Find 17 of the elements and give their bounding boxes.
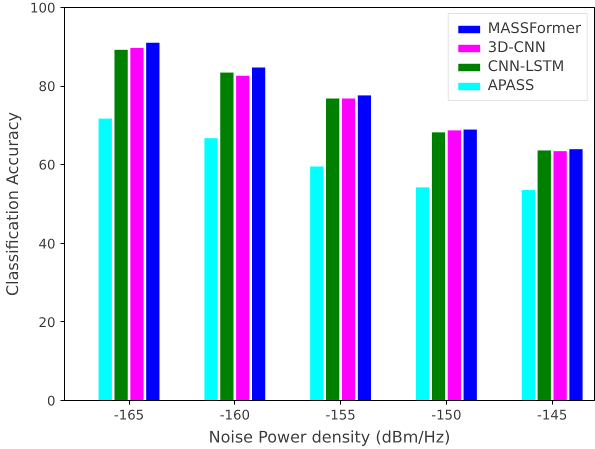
y-tick-label: 0: [47, 394, 56, 410]
x-tick-label: -155: [325, 408, 356, 424]
legend-label: CNN-LSTM: [488, 58, 564, 75]
y-tick-label: 60: [38, 158, 56, 174]
legend-label: MASSFormer: [488, 20, 581, 37]
y-tick-label: 20: [38, 316, 56, 331]
legend-label: 3D-CNN: [488, 39, 546, 56]
x-tick-label: -160: [220, 408, 250, 424]
legend-label: APASS: [488, 77, 534, 94]
y-axis-title: Classification Accuracy: [3, 112, 22, 296]
x-tick-label: -150: [431, 408, 462, 424]
y-tick-label: 100: [30, 2, 56, 16]
y-tick-label: 80: [38, 80, 56, 96]
x-tick-label: -165: [114, 408, 144, 424]
x-axis-title: Noise Power density (dBm/Hz): [208, 428, 450, 446]
x-tick-label: -145: [537, 408, 568, 424]
y-tick-label: 40: [38, 237, 56, 252]
